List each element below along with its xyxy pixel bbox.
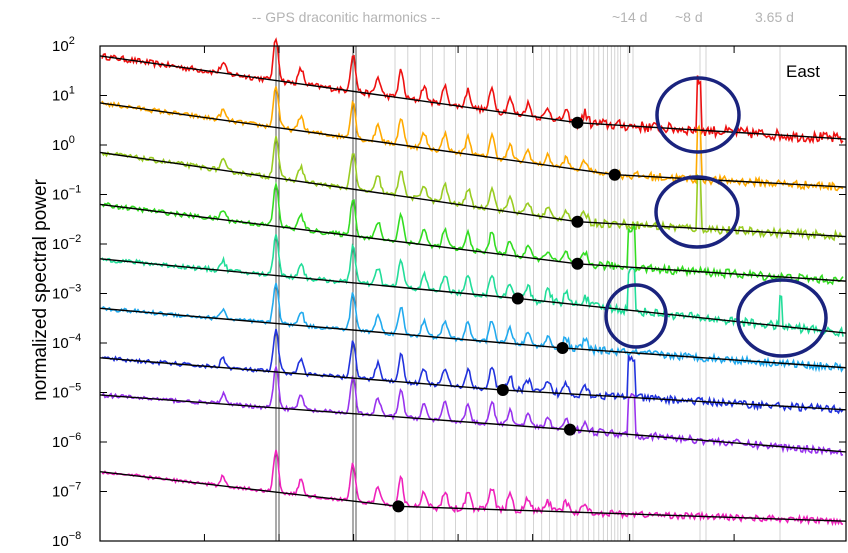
y-tick-label: 10−8 [52, 530, 81, 550]
top-label-harmonics: -- GPS draconitic harmonics -- [252, 9, 441, 25]
fit-line [99, 258, 847, 334]
knee-dot [392, 500, 405, 513]
annotation-circles [604, 76, 828, 358]
annotation-circle [655, 76, 741, 154]
y-tick-label: 100 [52, 134, 75, 154]
spectrum-series-line [101, 449, 844, 527]
y-tick-label: 10−1 [52, 184, 81, 204]
spectrum-series-line [101, 86, 844, 192]
knee-dot [571, 215, 584, 228]
fit-line [99, 102, 847, 188]
y-axis-label: normalized spectral power [30, 178, 51, 400]
top-label-365d: 3.65 d [755, 9, 794, 25]
knee-dot [571, 257, 584, 270]
annotation-circle [654, 175, 740, 249]
knee-dot [496, 384, 509, 397]
knee-dot [556, 341, 569, 354]
spectra-series [101, 37, 844, 527]
knee-dot [608, 168, 621, 181]
annotation-circle [604, 283, 668, 349]
spectrum-series-line [101, 37, 844, 145]
spectrum-series-line [101, 181, 844, 286]
top-label-14d: ~14 d [612, 9, 647, 25]
y-tick-label: 101 [52, 85, 75, 105]
fit-line [99, 471, 847, 522]
y-tick-label: 10−2 [52, 233, 81, 253]
y-tick-label: 10−6 [52, 431, 81, 451]
spectrum-series-line [101, 282, 844, 373]
y-tick-label: 10−3 [52, 283, 81, 303]
spectrum-series-line [101, 364, 844, 456]
spectrum-series-line [101, 328, 844, 415]
y-tick-label: 10−4 [52, 332, 81, 352]
y-tick-label: 10−5 [52, 382, 81, 402]
top-label-8d: ~8 d [675, 9, 703, 25]
x-axis-ticks [203, 46, 735, 541]
knee-dot [571, 116, 584, 129]
panel-label: East [786, 62, 820, 81]
y-tick-label: 102 [52, 35, 75, 55]
fit-lines [99, 55, 847, 522]
spectrum-series-line [101, 135, 844, 242]
knee-dot [563, 423, 576, 436]
y-axis-ticks: 102 101 100 10−1 10−2 10−3 10−4 10−5 10−6 10−7 10−… [52, 35, 846, 550]
knee-dot [511, 292, 524, 305]
annotation-circle [736, 278, 828, 358]
y-tick-label: 10−7 [52, 481, 81, 501]
knee-markers [392, 116, 621, 513]
